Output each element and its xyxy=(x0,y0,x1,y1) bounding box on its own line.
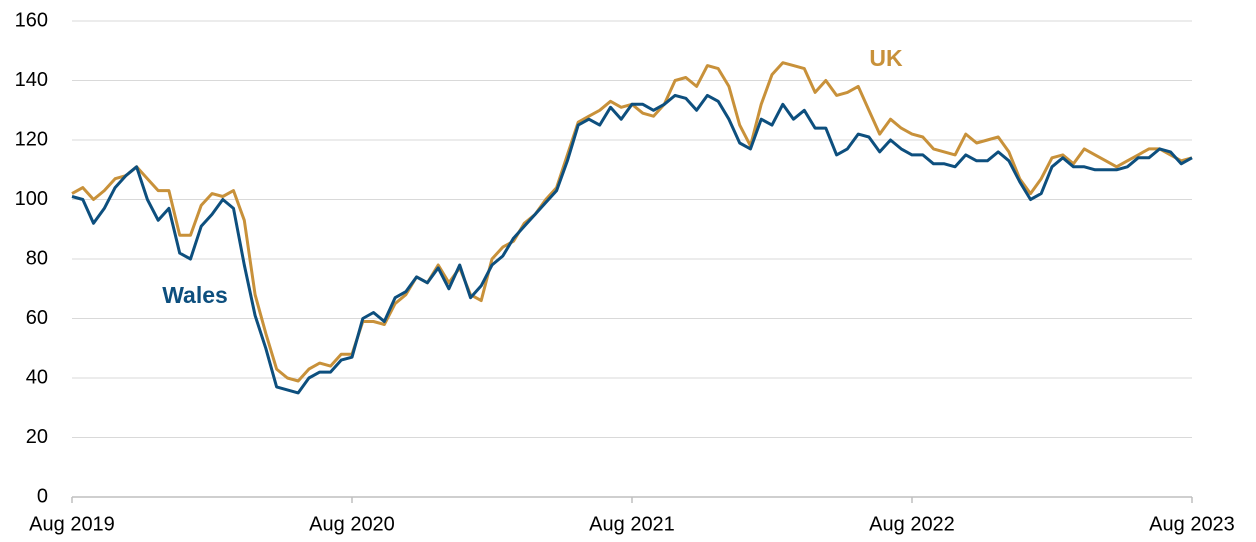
y-tick-label: 120 xyxy=(15,128,48,150)
y-tick-label: 160 xyxy=(15,9,48,31)
y-tick-label: 40 xyxy=(26,366,48,388)
y-tick-label: 0 xyxy=(37,485,48,507)
x-tick-label: Aug 2021 xyxy=(589,513,675,535)
y-tick-label: 100 xyxy=(15,188,48,210)
x-tick-label: Aug 2023 xyxy=(1149,513,1235,535)
x-tick-label: Aug 2019 xyxy=(29,513,115,535)
x-tick-label: Aug 2022 xyxy=(869,513,955,535)
series-label: Wales xyxy=(162,282,228,308)
y-tick-label: 60 xyxy=(26,307,48,329)
y-tick-label: 20 xyxy=(26,426,48,448)
x-tick-label: Aug 2020 xyxy=(309,513,395,535)
series-label: UK xyxy=(869,45,903,71)
series-line xyxy=(71,93,1193,395)
series-line xyxy=(71,61,1193,383)
y-tick-label: 80 xyxy=(26,247,48,269)
y-tick-label: 140 xyxy=(15,69,48,91)
